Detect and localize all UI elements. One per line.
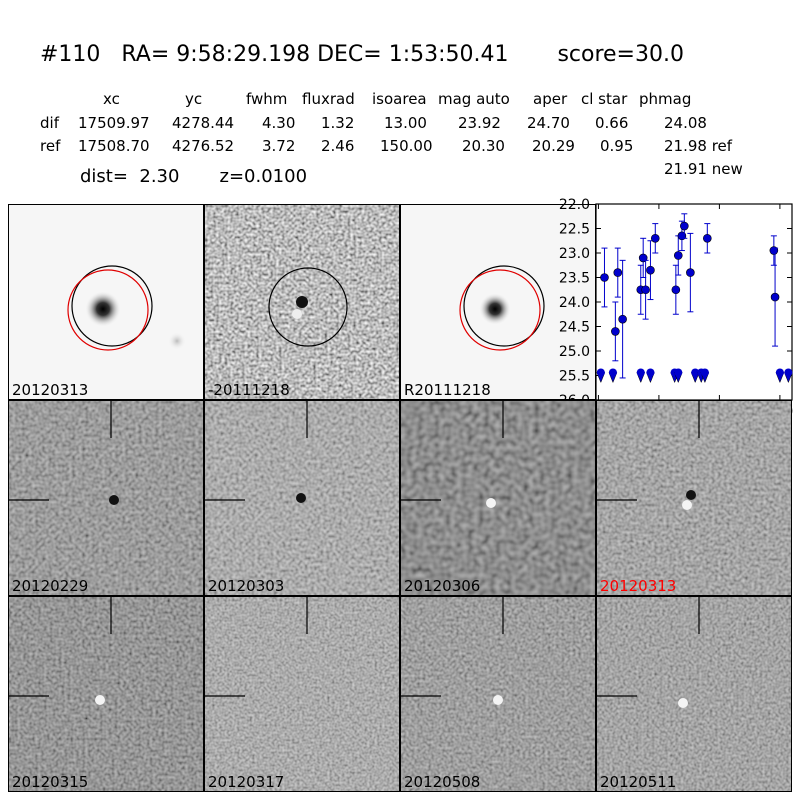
col-header-isoarea: isoarea (372, 90, 427, 108)
dif-isoarea: 13.00 (384, 114, 427, 132)
stamp-panel: 20120511 (596, 596, 792, 792)
stamp-panel: 20120303 (204, 400, 400, 596)
red-aperture-circle (67, 269, 149, 351)
data-point (671, 285, 681, 295)
ref-mag-auto: 20.30 (462, 137, 505, 155)
y-tick-label: 24.0 (559, 295, 590, 311)
col-header-fluxrad: fluxrad (302, 90, 355, 108)
dif-xc: 17509.97 (78, 114, 150, 132)
dif-phmag: 24.08 (664, 114, 707, 132)
col-header-xc: xc (103, 90, 120, 108)
y-tick-label: 25.5 (559, 369, 590, 385)
y-tick-label: 23.0 (559, 246, 590, 262)
dif-cl-star: 0.66 (595, 114, 629, 132)
panel-label: 20120303 (208, 577, 285, 595)
dif-aper: 24.70 (527, 114, 570, 132)
upper-limit-head (784, 368, 793, 377)
red-aperture-circle (459, 269, 541, 351)
source-star (85, 291, 121, 327)
upper-limit-head (608, 368, 617, 377)
ref-cl-star: 0.95 (600, 137, 634, 155)
data-point (650, 233, 660, 243)
plot-frame (595, 203, 793, 401)
panel-image (67, 265, 186, 351)
upper-limit-head (596, 368, 605, 377)
y-tick-label: 25.0 (559, 344, 590, 360)
panel-label: R20111218 (404, 381, 491, 399)
upper-limit-head (691, 368, 700, 377)
source-star (479, 293, 511, 325)
panel-difference: -20111218 (204, 204, 400, 400)
dif-fluxrad: 1.32 (321, 114, 355, 132)
aperture-circle (268, 267, 348, 347)
col-header-yc: yc (185, 90, 203, 108)
data-point (673, 251, 683, 260)
data-point (646, 265, 655, 275)
ref-phmag: 21.98 ref (664, 137, 733, 155)
ref-xc: 17508.70 (78, 137, 150, 155)
candidate-header: #110 RA= 9:58:29.198 DEC= 1:53:50.41 sco… (40, 42, 684, 67)
data-point (641, 285, 650, 295)
panel-label: 20120229 (12, 577, 89, 595)
panel-reference: R20111218 (400, 204, 596, 400)
dif-yc: 4278.44 (172, 114, 235, 132)
data-point (600, 273, 609, 282)
panel-label: 20120317 (208, 773, 285, 791)
stamp-panel: 20120317 (204, 596, 400, 792)
panel-label: -20111218 (208, 381, 290, 399)
ref-fluxrad: 2.46 (321, 137, 355, 155)
col-header-phmag: phmag (639, 90, 692, 108)
upper-limit-head (674, 368, 683, 377)
panel-label: 20120315 (12, 773, 89, 791)
upper-limit-head (646, 368, 655, 377)
stamp-panel: 20120508 (400, 596, 596, 792)
neighbor-star (168, 332, 186, 350)
data-point (611, 327, 620, 336)
stamp-panel: 20120313 (596, 400, 792, 596)
black-aperture-circle (463, 265, 545, 347)
dif-mag-auto: 23.92 (458, 114, 501, 132)
panel-new-image: 20120313 (8, 204, 204, 400)
ref-fwhm: 3.72 (262, 137, 296, 155)
data-point (613, 268, 623, 277)
panel-label: 20120306 (404, 577, 481, 595)
black-aperture-circle (71, 265, 153, 347)
stamp-panel: 20120229 (8, 400, 204, 596)
stamp-panel: 20120306 (400, 400, 596, 596)
ref-yc: 4276.52 (172, 137, 235, 155)
stamp-panel: 20120315 (8, 596, 204, 792)
col-header-aper: aper (533, 90, 568, 108)
panel-label: 20120508 (404, 773, 481, 791)
data-point (618, 314, 627, 324)
data-point (770, 292, 780, 302)
data-point (703, 233, 712, 243)
data-point (680, 221, 689, 231)
light-curve-chart: 22.022.523.023.524.024.525.025.526.00501… (559, 197, 793, 420)
distance-redshift: dist= 2.30 z=0.0100 (80, 166, 308, 187)
y-tick-label: 24.5 (559, 320, 590, 336)
col-header-cl-star: cl star (581, 90, 628, 108)
row-label-ref: ref (40, 137, 61, 155)
ref-aper: 20.29 (532, 137, 575, 155)
y-tick-label: 23.5 (559, 271, 590, 287)
upper-limit-head (775, 368, 784, 377)
y-tick-label: 22.5 (559, 222, 590, 238)
phmag-new: 21.91 new (664, 160, 743, 178)
y-tick-label: 22.0 (559, 197, 590, 213)
col-header-fwhm: fwhm (246, 90, 288, 108)
data-point (686, 268, 695, 277)
light-curve-svg: 22.022.523.023.524.024.525.025.526.00501… (559, 197, 793, 420)
upper-limit-head (636, 368, 645, 377)
upper-limit-head (700, 368, 709, 377)
panel-label: 20120511 (600, 773, 677, 791)
dif-fwhm: 4.30 (262, 114, 296, 132)
panel-label: 20120313 (12, 381, 89, 399)
panel-label: 20120313 (600, 577, 677, 595)
row-label-dif: dif (40, 114, 59, 132)
col-header-mag-auto: mag auto (438, 90, 510, 108)
ref-isoarea: 150.00 (380, 137, 433, 155)
